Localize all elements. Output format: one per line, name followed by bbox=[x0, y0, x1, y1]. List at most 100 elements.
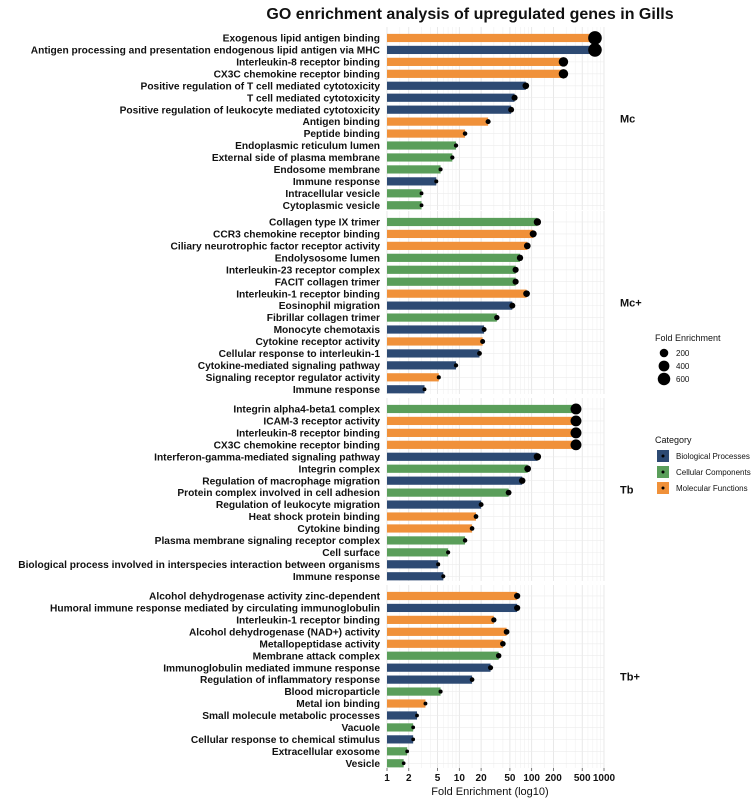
fold-point bbox=[500, 640, 506, 647]
size-legend-dot bbox=[657, 372, 671, 386]
bar bbox=[387, 524, 473, 533]
bar bbox=[387, 536, 466, 545]
bar bbox=[387, 723, 414, 732]
fold-point bbox=[462, 131, 468, 136]
bar bbox=[387, 651, 499, 660]
fold-point bbox=[419, 191, 424, 196]
bar bbox=[387, 45, 595, 55]
fold-point bbox=[436, 375, 441, 380]
term-label: Cytokine-mediated signaling pathway bbox=[198, 361, 381, 372]
bar bbox=[387, 488, 509, 497]
term-label: Metallopeptidase activity bbox=[259, 639, 380, 650]
fold-point bbox=[570, 403, 582, 415]
term-label: Peptide binding bbox=[304, 129, 380, 140]
category-legend-label: Molecular Functions bbox=[676, 484, 748, 493]
fold-point bbox=[494, 314, 500, 321]
bar bbox=[387, 57, 564, 66]
size-legend-title: Fold Enrichment bbox=[655, 333, 721, 343]
bar bbox=[387, 153, 453, 162]
fold-point bbox=[529, 230, 537, 238]
term-label: Endosome membrane bbox=[274, 165, 381, 176]
term-label: Immunoglobulin mediated immune response bbox=[163, 663, 380, 674]
fold-point bbox=[508, 106, 515, 113]
term-label: Blood microparticle bbox=[284, 687, 380, 698]
bar bbox=[387, 265, 516, 274]
bar bbox=[387, 217, 538, 227]
bar bbox=[387, 117, 489, 126]
fold-point bbox=[481, 327, 487, 333]
category-legend: Category Biological Processes Cellular Com… bbox=[655, 435, 751, 494]
term-label: CX3C chemokine receptor binding bbox=[214, 440, 380, 451]
term-label: Integrin alpha4-beta1 complex bbox=[233, 405, 380, 416]
fold-point bbox=[558, 69, 569, 79]
fold-point bbox=[516, 254, 524, 262]
bar bbox=[387, 639, 503, 648]
bar bbox=[387, 500, 482, 509]
bar bbox=[387, 476, 523, 485]
fold-point bbox=[438, 167, 443, 172]
category-legend-key-dot bbox=[661, 470, 665, 474]
fold-point bbox=[415, 713, 419, 718]
term-label: Fibrillar collagen trimer bbox=[267, 313, 380, 324]
fold-point bbox=[505, 489, 512, 496]
term-label: Regulation of leukocyte migration bbox=[216, 500, 380, 511]
bar bbox=[387, 129, 466, 138]
bar bbox=[387, 349, 480, 358]
bar bbox=[387, 69, 564, 78]
panel-strip-label: Mc bbox=[620, 114, 635, 126]
bar bbox=[387, 385, 425, 394]
bar bbox=[387, 675, 473, 684]
bar bbox=[387, 615, 494, 624]
fold-point bbox=[533, 218, 542, 226]
fold-point bbox=[436, 562, 441, 567]
fold-point bbox=[469, 526, 475, 531]
term-label: Exogenous lipid antigen binding bbox=[223, 34, 380, 45]
fold-point bbox=[514, 604, 521, 612]
size-legend-dot bbox=[659, 348, 669, 358]
x-tick-label: 500 bbox=[574, 773, 591, 784]
fold-point bbox=[570, 427, 582, 439]
fold-point bbox=[503, 628, 510, 635]
term-label: Antigen processing and presentation endo… bbox=[31, 46, 381, 57]
bar bbox=[387, 452, 538, 461]
bar bbox=[387, 560, 439, 569]
bar bbox=[387, 301, 513, 310]
bar bbox=[387, 512, 477, 521]
term-label: Cellular response to chemical stimulus bbox=[191, 735, 380, 746]
fold-point bbox=[485, 119, 491, 125]
term-label: Eosinophil migration bbox=[279, 301, 380, 312]
term-label: Plasma membrane signaling receptor compl… bbox=[155, 536, 381, 547]
term-label: Extracellular exosome bbox=[272, 747, 380, 758]
bar bbox=[387, 361, 457, 370]
term-label: FACIT collagen trimer bbox=[275, 277, 380, 288]
fold-point bbox=[478, 502, 484, 508]
x-tick-label: 20 bbox=[476, 773, 488, 784]
term-label: Membrane attack complex bbox=[253, 651, 381, 662]
term-label: Biological process involved in interspec… bbox=[18, 560, 380, 571]
size-legend-label: 200 bbox=[676, 349, 690, 358]
bar bbox=[387, 189, 422, 198]
x-tick-label: 2 bbox=[406, 773, 412, 784]
bar bbox=[387, 289, 527, 298]
term-label: Ciliary neurotrophic factor receptor act… bbox=[171, 241, 381, 252]
panel-strip-label: Tb bbox=[620, 485, 634, 497]
bar bbox=[387, 747, 408, 756]
term-label: CCR3 chemokine receptor binding bbox=[213, 230, 380, 241]
bar bbox=[387, 627, 507, 636]
x-tick-label: 50 bbox=[504, 773, 516, 784]
fold-point bbox=[509, 302, 516, 309]
fold-point bbox=[523, 290, 530, 298]
fold-point bbox=[422, 387, 427, 392]
term-label: Antigen binding bbox=[302, 117, 380, 128]
term-label: Interleukin-8 receptor binding bbox=[236, 428, 380, 439]
term-label: Cell surface bbox=[322, 548, 380, 559]
fold-point bbox=[514, 592, 521, 600]
fold-point bbox=[441, 574, 446, 579]
chart-title: GO enrichment analysis of upregulated ge… bbox=[266, 6, 673, 23]
x-tick-label: 1 bbox=[384, 773, 390, 784]
bar bbox=[387, 572, 444, 581]
term-label: Alcohol dehydrogenase (NAD+) activity bbox=[189, 627, 380, 638]
fold-point bbox=[570, 439, 582, 451]
